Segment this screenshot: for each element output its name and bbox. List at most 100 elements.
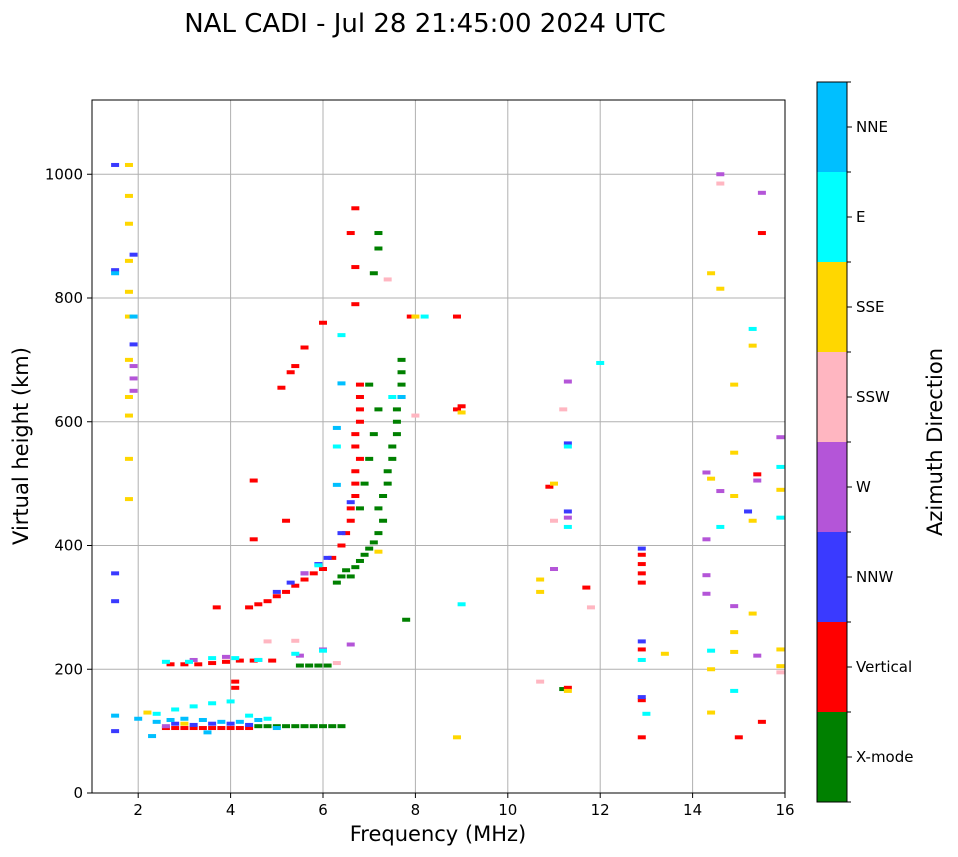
colorbar-category-label: X-mode [856, 748, 913, 766]
data-point-w [753, 653, 762, 658]
data-point-sse [452, 735, 461, 740]
data-point-x-mode [397, 370, 406, 375]
data-point-sse [748, 611, 757, 616]
data-point-nnw [286, 580, 295, 585]
data-point-nnw [744, 509, 753, 514]
data-point-nnw [226, 721, 235, 726]
colorbar-swatch [817, 442, 847, 532]
data-point-sse [124, 357, 133, 362]
data-point-x-mode [383, 469, 392, 474]
data-point-vertical [637, 647, 646, 652]
data-point-vertical [342, 531, 351, 536]
data-point-sse [716, 286, 725, 291]
data-point-x-mode [392, 432, 401, 437]
data-point-vertical [249, 537, 258, 542]
data-point-x-mode [559, 687, 568, 692]
data-point-sse [730, 450, 739, 455]
data-point-sse [124, 258, 133, 263]
data-point-nnw [323, 555, 332, 560]
data-point-x-mode [379, 494, 388, 498]
data-point-x-mode [383, 481, 392, 486]
x-tick-label: 14 [683, 801, 702, 819]
data-point-nnw [111, 268, 120, 273]
colorbar-category-label: SSE [856, 298, 885, 316]
data-point-vertical [351, 494, 360, 498]
data-point-nnw [245, 722, 254, 727]
data-point-sse [536, 577, 545, 582]
data-point-vertical [235, 726, 244, 731]
data-point-vertical [231, 685, 240, 690]
data-point-ssw [263, 639, 272, 644]
data-point-vertical [272, 594, 281, 599]
data-point-e [226, 699, 235, 704]
data-point-e [245, 713, 254, 718]
y-tick-label: 1000 [45, 165, 83, 183]
data-point-vertical [319, 567, 327, 572]
data-point-vertical [351, 444, 360, 449]
data-point-vertical [757, 719, 766, 724]
data-point-x-mode [323, 663, 332, 668]
data-point-x-mode [369, 432, 378, 437]
data-point-e [185, 659, 194, 664]
data-point-ssw [550, 518, 558, 523]
data-point-vertical [563, 685, 572, 690]
data-point-nnw [337, 531, 346, 536]
data-point-vertical [355, 407, 364, 412]
data-point-sse [124, 193, 133, 198]
data-point-w [702, 470, 711, 475]
data-point-vertical [309, 571, 318, 576]
data-point-sse [124, 314, 133, 319]
data-point-vertical [231, 679, 240, 684]
data-point-e [596, 360, 605, 365]
data-point-sse [124, 413, 133, 418]
data-point-vertical [254, 602, 263, 607]
data-point-vertical [208, 726, 217, 731]
data-point-ssw [332, 661, 341, 666]
data-point-x-mode [355, 506, 364, 511]
data-point-nnw [637, 639, 646, 644]
data-point-w [129, 364, 138, 369]
data-point-nnw [111, 571, 120, 576]
data-point-w [221, 654, 230, 659]
data-point-w [716, 172, 725, 177]
data-point-nnw [129, 342, 138, 347]
data-point-vertical [406, 314, 415, 319]
data-point-w [716, 489, 725, 494]
data-point-sse [707, 667, 716, 672]
data-point-vertical [637, 735, 646, 740]
data-point-vertical [300, 577, 309, 582]
data-point-ssw [586, 605, 595, 610]
y-axis-ticks: 0 200 400 600 800 1000 [45, 165, 92, 802]
data-point-x-mode [374, 231, 383, 236]
data-point-e [642, 711, 651, 716]
data-point-nnw [637, 546, 646, 551]
plot-frame [91, 99, 786, 794]
data-point-vertical [452, 314, 461, 319]
colorbar-category-label: NNE [856, 118, 888, 136]
data-point-x-mode [365, 546, 374, 551]
data-point-vertical [282, 518, 291, 523]
grid-lines [92, 100, 786, 794]
data-point-sse [374, 549, 383, 554]
data-point-vertical [753, 472, 762, 477]
data-point-vertical [637, 580, 646, 585]
data-point-e [707, 648, 716, 653]
data-point-w [753, 478, 762, 483]
y-axis-label: Virtual height (km) [9, 347, 33, 545]
data-point-vertical [637, 562, 646, 567]
data-point-vertical [212, 605, 221, 610]
data-point-e [171, 707, 180, 712]
data-point-vertical [346, 231, 355, 236]
x-tick-label: 6 [318, 801, 328, 819]
data-point-w [563, 379, 572, 384]
data-point-nne [111, 271, 120, 276]
colorbar-swatch [817, 352, 847, 442]
data-point-ssw [776, 670, 785, 675]
data-point-vertical [226, 726, 235, 731]
data-point-vertical [291, 583, 300, 588]
x-axis-ticks: 2 4 6 8 10 12 14 16 [133, 793, 795, 819]
data-point-sse [707, 271, 716, 276]
data-point-e [748, 326, 757, 331]
data-point-x-mode [379, 518, 388, 523]
data-point-sse [180, 721, 189, 726]
